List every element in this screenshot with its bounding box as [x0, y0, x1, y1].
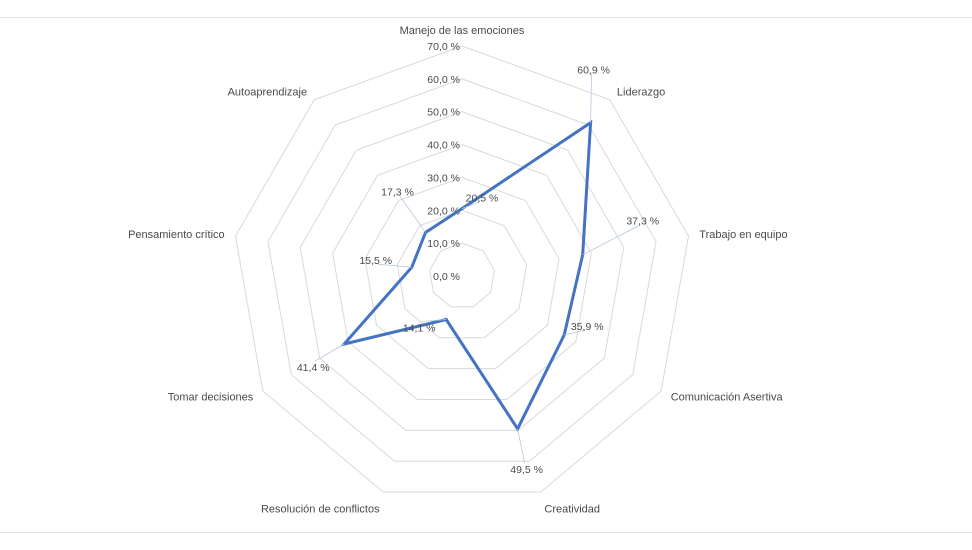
data-point — [410, 265, 414, 269]
category-label: Liderazgo — [617, 86, 665, 98]
data-label-leader — [377, 263, 412, 268]
tick-label: 60,0 % — [427, 74, 460, 86]
tick-label: 0,0 % — [433, 271, 460, 283]
data-label-leader — [582, 224, 641, 256]
data-label-leader — [399, 195, 426, 233]
data-label-leader — [314, 343, 345, 362]
data-label: 35,9 % — [571, 321, 604, 333]
category-label: Trabajo en equipo — [699, 229, 787, 241]
data-label: 14,1 % — [403, 323, 436, 335]
grid-ring — [299, 111, 625, 431]
category-label: Pensamiento crítico — [128, 229, 225, 241]
data-labels: 20,5 % 60,9 % 37,3 % 35,9 % 49,5 % 14,1 % 41,4… — [297, 65, 659, 476]
grid-ring — [234, 45, 690, 493]
tick-labels: 0,0 % 10,0 % 20,0 % 30,0 % 40,0 % 50,0 % 60,0 … — [427, 41, 460, 283]
category-label: Manejo de las emociones — [400, 25, 525, 37]
data-label-leader — [564, 329, 586, 336]
series — [339, 119, 593, 432]
tick-label: 40,0 % — [427, 140, 460, 152]
category-label: Tomar decisiones — [168, 392, 254, 404]
data-label-leader — [461, 201, 481, 209]
chart-area: 0,0 % 10,0 % 20,0 % 30,0 % 40,0 % 50,0 % 60,0 … — [0, 17, 972, 533]
grid-ring — [267, 78, 657, 462]
data-label-leader — [517, 428, 525, 463]
data-label: 17,3 % — [381, 187, 414, 199]
data-label: 49,5 % — [510, 464, 543, 476]
category-label: Creatividad — [544, 504, 600, 516]
category-label: Autoaprendizaje — [228, 86, 308, 98]
category-label: Comunicación Asertiva — [671, 392, 784, 404]
grid-ring — [429, 242, 495, 308]
tick-label: 10,0 % — [427, 238, 460, 250]
data-label: 20,5 % — [466, 193, 499, 205]
grid — [234, 45, 690, 493]
grid-ring — [396, 209, 528, 339]
category-labels: Manejo de las emociones Liderazgo Trabajo … — [128, 25, 787, 516]
data-label-leader — [590, 73, 592, 123]
data-label: 15,5 % — [359, 255, 392, 267]
radar-chart: 0,0 % 10,0 % 20,0 % 30,0 % 40,0 % 50,0 % 60,0 … — [128, 25, 787, 516]
data-label: 60,9 % — [577, 65, 610, 77]
data-point — [581, 253, 585, 257]
grid-ring — [332, 144, 592, 400]
tick-label: 70,0 % — [427, 41, 460, 53]
tick-label: 50,0 % — [427, 107, 460, 119]
tick-label: 30,0 % — [427, 172, 460, 184]
tick-label: 20,0 % — [427, 205, 460, 217]
data-label: 41,4 % — [297, 362, 330, 374]
grid-ring — [364, 176, 560, 370]
data-label-leader — [421, 319, 447, 322]
data-label: 37,3 % — [626, 216, 659, 228]
category-label: Resolución de conflictos — [261, 504, 380, 516]
series-line — [339, 119, 593, 432]
